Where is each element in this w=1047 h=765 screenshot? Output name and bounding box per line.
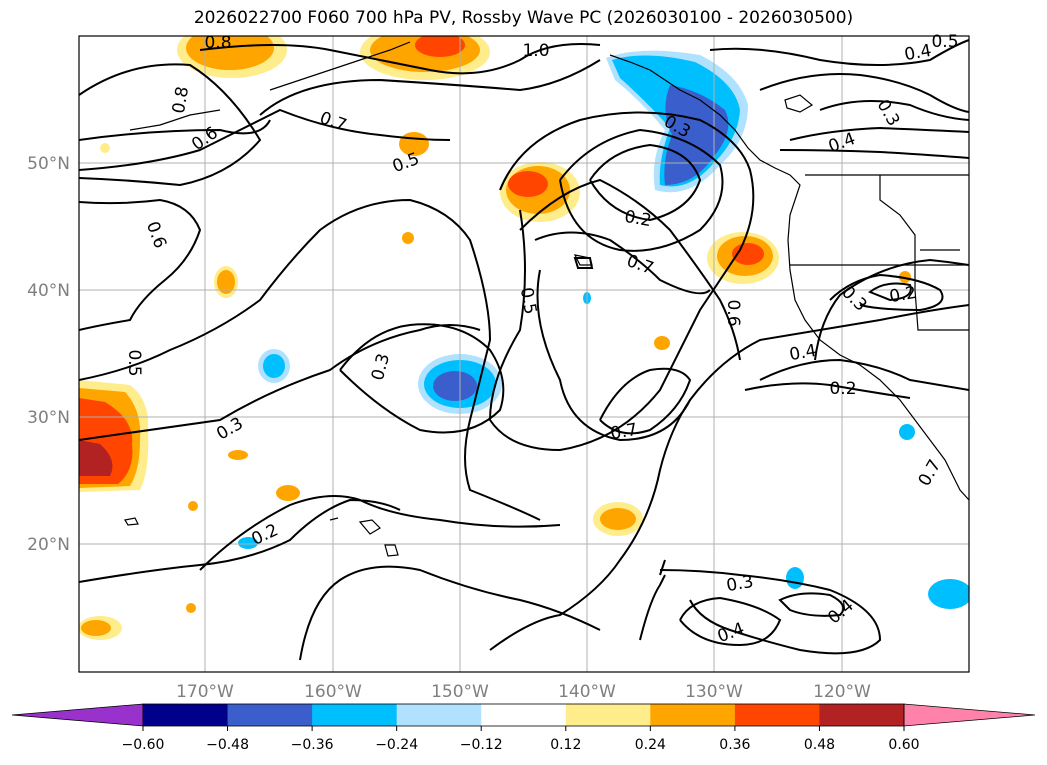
latitude-labels: 50°N 40°N 30°N 20°N bbox=[27, 154, 70, 555]
contour-label: 0.8 bbox=[169, 85, 193, 115]
colorbar-segment bbox=[227, 704, 313, 726]
colorbar-segment bbox=[396, 704, 482, 726]
contour-label: 1.0 bbox=[522, 41, 549, 61]
lon-label: 130°W bbox=[685, 682, 743, 702]
lon-label: 160°W bbox=[304, 682, 362, 702]
colorbar-tick-label: −0.48 bbox=[206, 737, 249, 753]
contour-label: 0.5 bbox=[931, 32, 958, 52]
colorbar-segment bbox=[819, 704, 905, 726]
coastlines bbox=[124, 41, 969, 557]
map-frame bbox=[78, 35, 970, 673]
colorbar-frame bbox=[142, 703, 905, 727]
anomaly-negative-blob bbox=[258, 349, 290, 383]
lon-label: 120°W bbox=[813, 682, 871, 702]
colorbar-extend-high bbox=[903, 703, 1036, 727]
anomaly-positive-blob bbox=[177, 36, 287, 78]
contour-label: 0.2 bbox=[888, 283, 918, 307]
map-title: 2026022700 F060 700 hPa PV, Rossby Wave … bbox=[193, 8, 854, 28]
colorbar-tick-label: −0.60 bbox=[122, 737, 165, 753]
colorbar-tick-label: 0.60 bbox=[888, 737, 919, 753]
lat-label: 20°N bbox=[27, 535, 70, 555]
contour-label: 0.4 bbox=[788, 341, 818, 365]
colorbar-tick-label: −0.36 bbox=[291, 737, 334, 753]
lat-label: 30°N bbox=[27, 408, 70, 428]
lon-label: 150°W bbox=[431, 682, 489, 702]
anomaly-positive-blob bbox=[707, 232, 779, 284]
colorbar: −0.60 −0.48 −0.36 −0.24 −0.12 0.12 0.24 0.36 0.4… bbox=[11, 703, 1036, 753]
colorbar-tick-label: 0.12 bbox=[550, 737, 581, 753]
longitude-labels: 170°W 160°W 150°W 140°W 130°W 120°W bbox=[176, 682, 871, 702]
colorbar-segment bbox=[650, 704, 736, 726]
lon-label: 170°W bbox=[176, 682, 234, 702]
lat-label: 50°N bbox=[27, 154, 70, 174]
colorbar-tick-label: −0.12 bbox=[460, 737, 503, 753]
colorbar-segment bbox=[565, 704, 651, 726]
contour-label: 0.2 bbox=[623, 207, 653, 231]
colorbar-segment bbox=[481, 704, 567, 726]
colorbar-tick-label: −0.24 bbox=[375, 737, 418, 753]
contour-label: 0.5 bbox=[124, 349, 144, 376]
colorbar-segment bbox=[143, 704, 229, 726]
contour-labels: 0.8 1.0 0.5 0.4 0.8 0.6 0.7 0.5 0.3 0.4 … bbox=[124, 32, 959, 647]
contour-label: 0.8 bbox=[204, 33, 231, 53]
lon-label: 140°W bbox=[558, 682, 616, 702]
colorbar-extend-low bbox=[11, 703, 144, 727]
colorbar-tick-label: 0.36 bbox=[719, 737, 750, 753]
colorbar-tick-label: 0.24 bbox=[635, 737, 666, 753]
contour-label: 0.6 bbox=[723, 299, 743, 326]
pv-contours bbox=[79, 39, 969, 661]
contour-label: 0.5 bbox=[516, 286, 540, 316]
contour-label: 0.2 bbox=[829, 379, 856, 399]
contour-label: 0.4 bbox=[903, 41, 933, 65]
contour-label: 0.3 bbox=[725, 572, 755, 596]
contour-label: 0.7 bbox=[609, 420, 639, 444]
anomaly-positive-blob bbox=[360, 36, 490, 80]
anomaly-positive-blob bbox=[214, 266, 238, 298]
colorbar-segment bbox=[734, 704, 820, 726]
map-background bbox=[79, 36, 969, 672]
lat-label: 40°N bbox=[27, 281, 70, 301]
colorbar-tick-label: 0.48 bbox=[804, 737, 835, 753]
colorbar-segment bbox=[312, 704, 398, 726]
